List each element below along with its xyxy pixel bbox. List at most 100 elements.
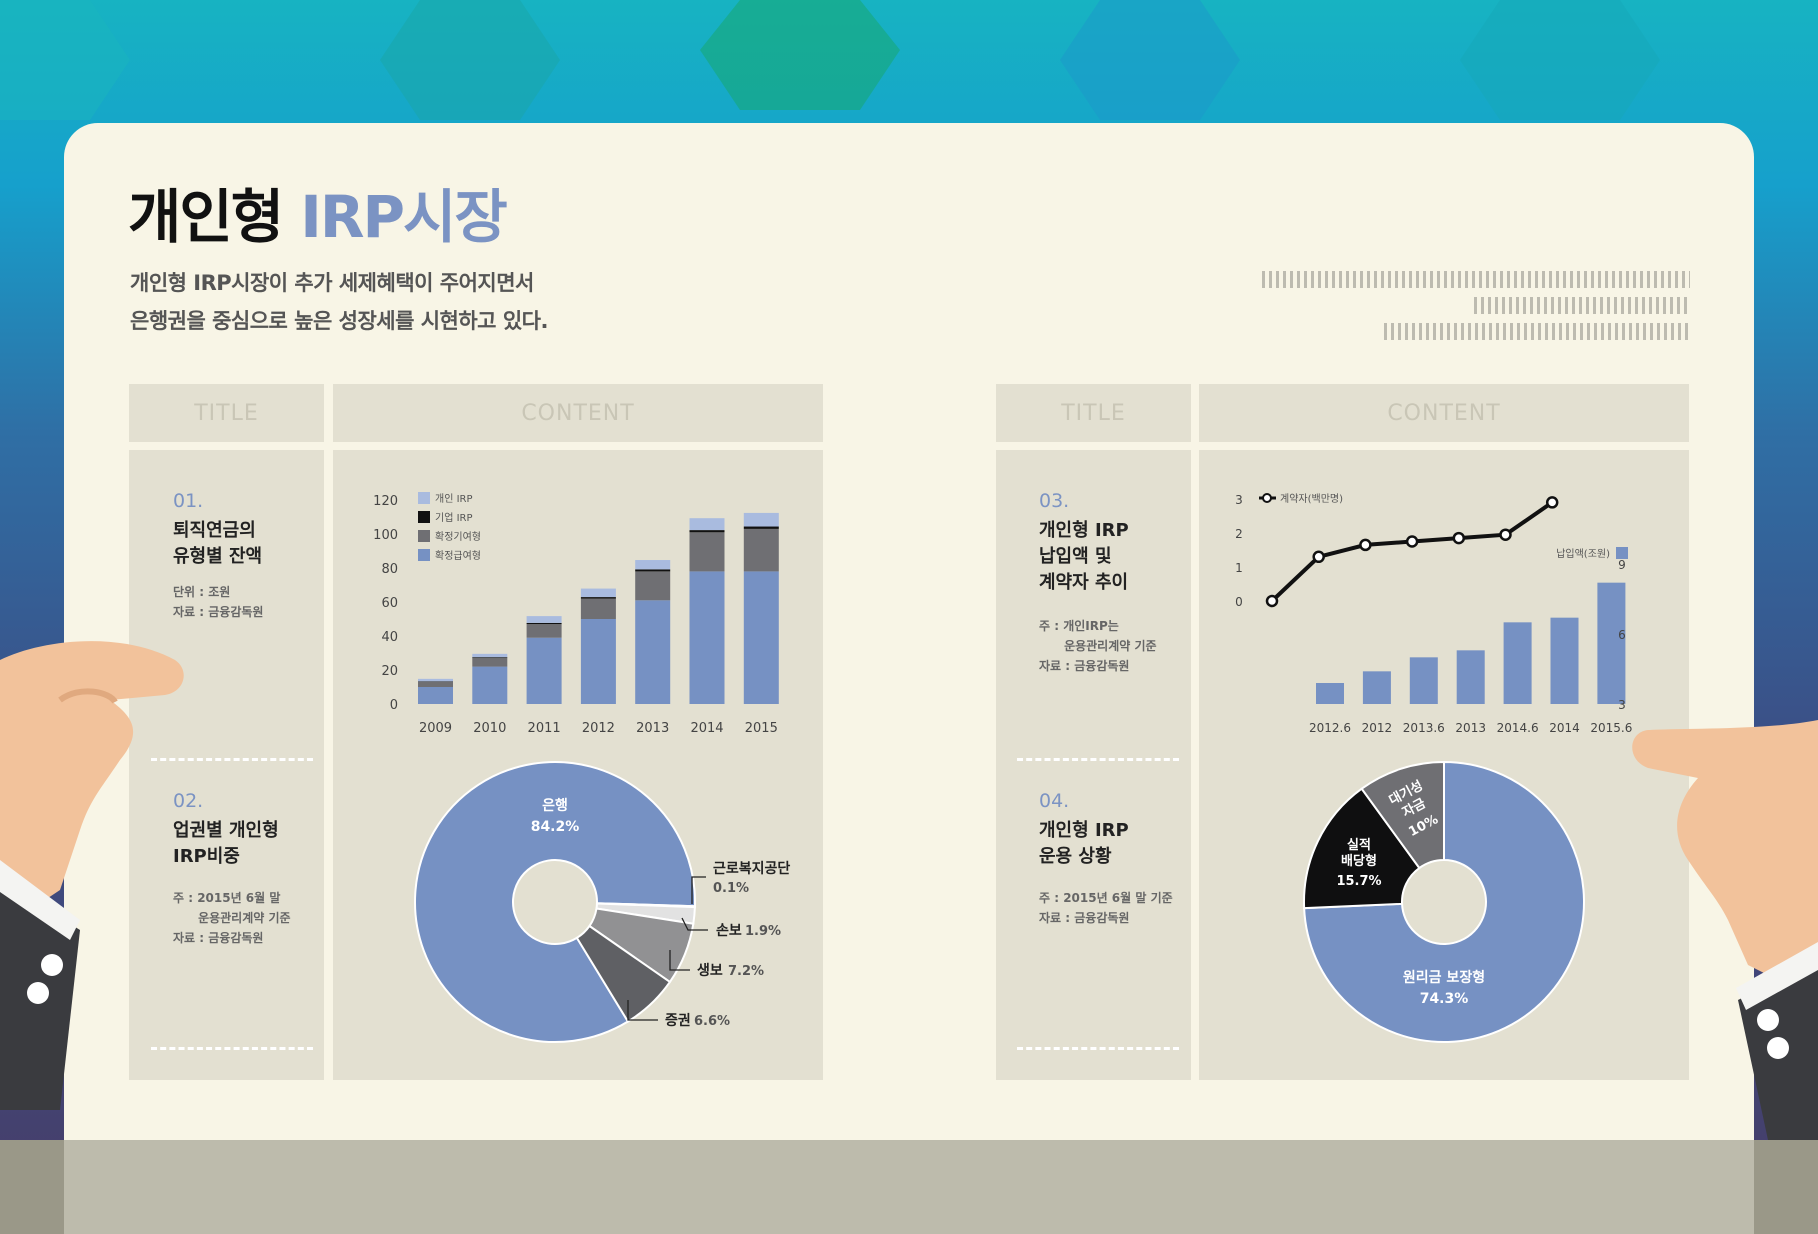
chart1-x-tick: 2014 bbox=[690, 721, 723, 736]
chart1-legend-label: 확정급여형 bbox=[435, 550, 481, 562]
chart3-line-point bbox=[1545, 496, 1559, 509]
chart3-legend-bar-label: 납입액(조원) bbox=[1556, 547, 1610, 560]
chart1-bar-1 bbox=[580, 619, 616, 704]
chart3-x-tick: 2014 bbox=[1549, 721, 1580, 735]
divider-right-2 bbox=[1017, 1047, 1179, 1050]
chart1-x-tick: 2009 bbox=[419, 721, 452, 736]
chart4-label-1: 원리금 보장형 bbox=[1403, 969, 1485, 986]
chart2-callout-line bbox=[669, 950, 690, 971]
chart1-bar-1 bbox=[635, 600, 671, 704]
chart1-bar-4 bbox=[526, 616, 562, 623]
floor bbox=[64, 1140, 1754, 1234]
chart4-value-1: 74.3% bbox=[1420, 991, 1469, 1007]
chart1-bar-1 bbox=[526, 637, 562, 704]
barcode-decoration-1 bbox=[1262, 271, 1690, 288]
chart2-callout-line bbox=[627, 1000, 658, 1021]
chart3-x-tick: 2012.6 bbox=[1309, 721, 1351, 735]
chart2-callout-value: 6.6% bbox=[694, 1014, 730, 1029]
chart1-bar-3 bbox=[418, 681, 453, 682]
chart2-callout-label: 근로복지공단 bbox=[713, 860, 790, 877]
left-content-header: CONTENT bbox=[333, 384, 823, 442]
chart2-value-bank: 84.2% bbox=[531, 819, 580, 835]
chart3-right-y-tick: 6 bbox=[1618, 628, 1626, 642]
chart2-callout-value: 1.9% bbox=[745, 924, 781, 939]
chart1-y-tick: 40 bbox=[381, 630, 398, 645]
chart4-value-2: 15.7% bbox=[1336, 874, 1381, 889]
chart1-legend-label: 확정기여형 bbox=[435, 531, 481, 543]
chart1-bar-4 bbox=[689, 518, 725, 531]
right-title-panel bbox=[996, 450, 1191, 1080]
subtitle-line-1: 개인형 IRP시장이 추가 세제혜택이 주어지면서 bbox=[130, 271, 534, 295]
chart4-label-2b: 배당형 bbox=[1341, 853, 1377, 869]
section-3-number: 03. bbox=[1039, 490, 1070, 512]
chart3-bar bbox=[1409, 657, 1438, 704]
chart3-x-tick: 2012 bbox=[1362, 721, 1393, 735]
chart3-legend-line-label: 계약자(백만명) bbox=[1280, 493, 1343, 505]
page-subtitle: 개인형 IRP시장이 추가 세제혜택이 주어지면서 은행권을 중심으로 높은 성… bbox=[130, 264, 548, 340]
chart3-bar bbox=[1362, 671, 1391, 704]
chart1-bar-4 bbox=[580, 588, 616, 598]
chart1-bar-2 bbox=[418, 681, 453, 687]
chart1-bar-1 bbox=[472, 666, 508, 704]
chart3-left-y-tick: 3 bbox=[1235, 493, 1243, 507]
left-hand-illustration bbox=[0, 641, 184, 1110]
chart3-line-point bbox=[1265, 594, 1279, 608]
chart1-x-tick: 2010 bbox=[473, 721, 506, 736]
divider-left-2 bbox=[151, 1047, 313, 1050]
chart1-bar-3 bbox=[472, 657, 508, 659]
chart1-bar-2 bbox=[580, 598, 616, 619]
page-title-dark: 개인형 bbox=[128, 183, 284, 251]
section-4-note: 주 : 2015년 6월 말 기준 자료 : 금융감독원 bbox=[1039, 891, 1173, 925]
chart1-legend-swatch bbox=[418, 549, 430, 561]
chart1-bar-3 bbox=[743, 526, 779, 529]
chart3-left-y-tick: 1 bbox=[1235, 561, 1243, 575]
chart1-bar-2 bbox=[743, 528, 779, 572]
chart3-right-y-tick: 3 bbox=[1618, 698, 1626, 712]
chart1-bar-4 bbox=[418, 678, 453, 682]
left-title-header: TITLE bbox=[129, 384, 324, 442]
chart2-callout-value: 7.2% bbox=[728, 964, 764, 979]
chart3-line-point bbox=[1405, 535, 1419, 548]
chart2-callout-label: 생보 bbox=[697, 963, 723, 979]
chart3-line-point bbox=[1359, 538, 1372, 552]
chart3-line-point bbox=[1499, 528, 1512, 541]
chart4-slice-2 bbox=[1303, 787, 1421, 910]
chart1-bar-1 bbox=[743, 571, 779, 704]
page-title-accent: IRP시장 bbox=[300, 183, 507, 251]
chart3-right-y-tick: 9 bbox=[1618, 558, 1626, 572]
chart2-callout-line bbox=[691, 876, 706, 904]
chart2-callout-label: 손보 bbox=[716, 923, 742, 939]
chart1-bar-3 bbox=[580, 597, 616, 599]
chart3-bar bbox=[1503, 622, 1532, 704]
section-1-note: 단위 : 조원 자료 : 금융감독원 bbox=[173, 585, 264, 619]
right-hand-illustration bbox=[1632, 720, 1818, 1140]
chart1-x-tick: 2013 bbox=[636, 721, 669, 736]
section-4-title: 개인형 IRP 운용 상황 bbox=[1039, 820, 1129, 867]
subtitle-line-2: 은행권을 중심으로 높은 성장세를 시현하고 있다. bbox=[130, 309, 548, 333]
chart1-x-tick: 2011 bbox=[528, 721, 561, 736]
chart3-line-point bbox=[1452, 531, 1466, 545]
chart2-slice-1 bbox=[414, 761, 696, 1043]
chart1-bar-3 bbox=[689, 530, 725, 533]
chart3-left-y-tick: 0 bbox=[1235, 595, 1243, 609]
chart2-slice-5 bbox=[575, 924, 672, 1023]
chart2-callout-line bbox=[681, 917, 708, 931]
section-1-number: 01. bbox=[173, 490, 204, 512]
chart1-x-tick: 2012 bbox=[582, 721, 615, 736]
page-title: 개인형 IRP시장 bbox=[128, 170, 508, 254]
chart1-legend-label: 기업 IRP bbox=[435, 511, 473, 524]
chart1-bar-3 bbox=[526, 622, 562, 625]
chart2-callout-value: 0.1% bbox=[713, 881, 749, 896]
right-title-header: TITLE bbox=[996, 384, 1191, 442]
section-2-note: 주 : 2015년 6월 말 운용관리계약 기준 자료 : 금융감독원 bbox=[173, 891, 291, 945]
divider-right-1 bbox=[1017, 758, 1179, 761]
barcode-decoration-2 bbox=[1474, 297, 1690, 314]
chart1-y-tick: 20 bbox=[381, 664, 398, 679]
chart1-bar-4 bbox=[472, 653, 508, 658]
chart3-legend-marker bbox=[1262, 493, 1272, 503]
chart3-x-tick: 2013.6 bbox=[1403, 721, 1445, 735]
section-3-title: 개인형 IRP 납입액 및 계약자 추이 bbox=[1039, 520, 1129, 593]
floor-left bbox=[0, 1140, 64, 1234]
chart1-bar-4 bbox=[743, 512, 779, 527]
chart1-bar-1 bbox=[689, 571, 725, 704]
